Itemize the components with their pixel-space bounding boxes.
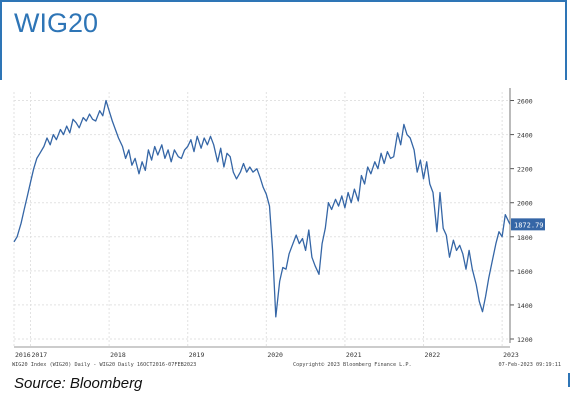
series-group <box>13 99 511 318</box>
chart-footer: WIG20 Index (WIG20) Daily - WIG20 Daily … <box>12 362 561 368</box>
x-tick-label: 2020 <box>267 351 283 359</box>
right-edge-marker <box>568 373 570 387</box>
x-tick-label: 2017 <box>32 351 48 359</box>
y-tick-label: 2000 <box>517 200 533 208</box>
footer-center-text: Copyright© 2023 Bloomberg Finance L.P. <box>293 362 412 368</box>
y-tick-label: 2200 <box>517 166 533 174</box>
x-tick-label: 2016 <box>15 351 31 359</box>
x-tick-label: 2021 <box>346 351 362 359</box>
last-value-box <box>511 218 545 231</box>
y-axis: 1200 1400 1600 1800 2000 2200 2400 2600 <box>509 88 533 344</box>
footer-right-text: 07-Feb-2023 09:19:11 <box>499 362 561 368</box>
title-frame <box>0 0 567 80</box>
x-tick-label: 2019 <box>189 351 205 359</box>
footer-left-text: WIG20 Index (WIG20) Daily - WIG20 Daily … <box>12 362 196 368</box>
y-tick-label: 2400 <box>517 132 533 140</box>
last-value-group: 1872.79 <box>511 218 545 231</box>
page-title: WIG20 <box>14 8 99 38</box>
series-line <box>13 99 511 318</box>
y-tick-label: 1200 <box>517 336 533 344</box>
source-note: Source: Bloomberg <box>14 375 143 392</box>
y-tick-label: 2600 <box>517 98 533 106</box>
last-value-label: 1872.79 <box>514 221 544 229</box>
x-tick-label: 2018 <box>110 351 126 359</box>
y-tick-label: 1800 <box>517 234 533 242</box>
grid-lines <box>13 92 510 347</box>
x-tick-label: 2023 <box>503 351 519 359</box>
x-axis: 2016 2017 2018 2019 2020 2021 2022 2023 <box>14 346 519 359</box>
chart-container: 1200 1400 1600 1800 2000 2200 2400 2600 2016 201… <box>10 84 563 374</box>
x-tick-label: 2022 <box>425 351 441 359</box>
y-tick-label: 1400 <box>517 302 533 310</box>
y-tick-label: 1600 <box>517 268 533 276</box>
